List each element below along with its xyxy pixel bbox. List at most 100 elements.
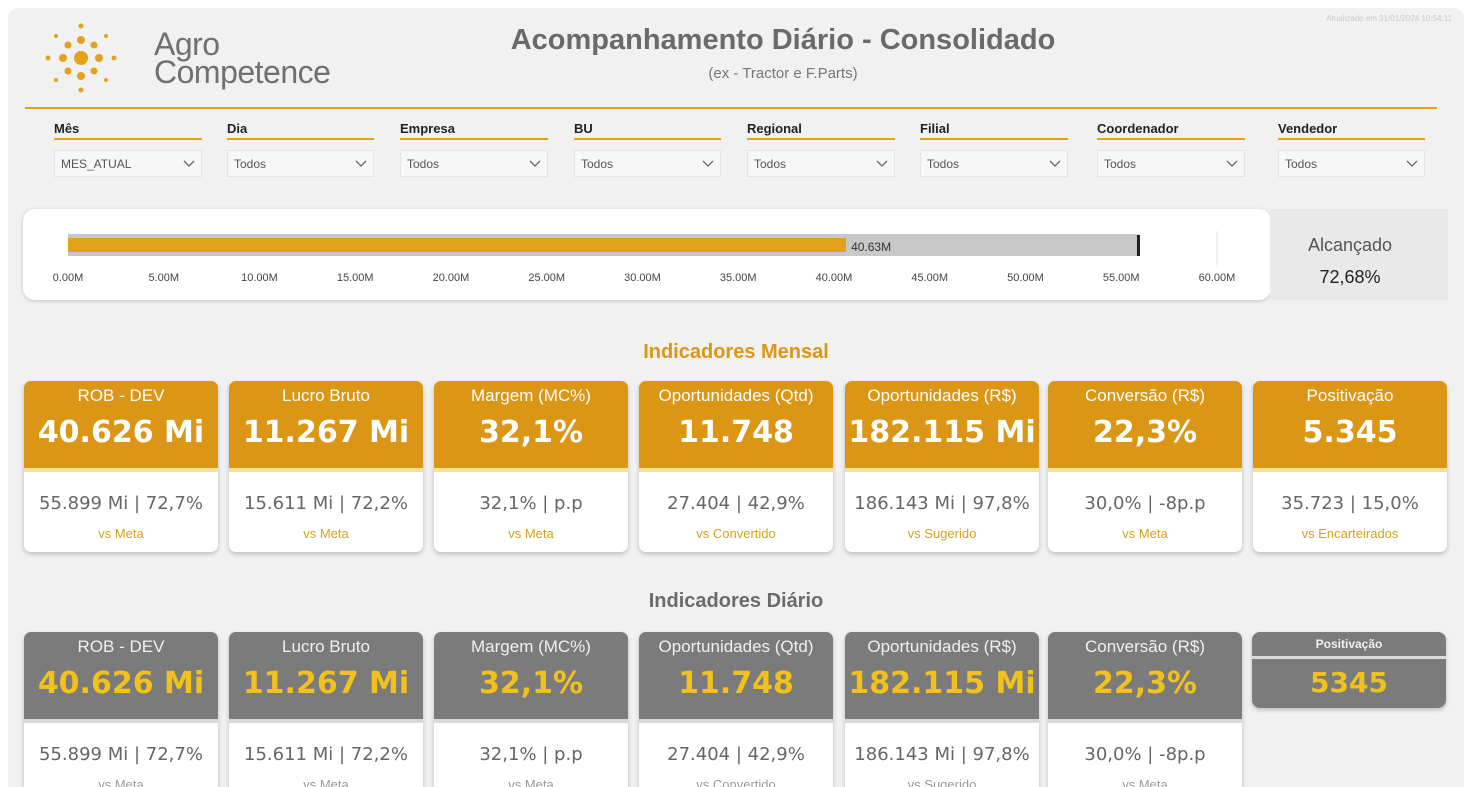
- last-updated: Atualizado em 31/01/2024 10:54:11: [1326, 14, 1452, 23]
- achieved-value: 72,68%: [1319, 267, 1381, 287]
- filter-value: Todos: [407, 157, 440, 171]
- sun-icon: [45, 23, 117, 93]
- kpi-comparison-label: vs Encarteirados: [1301, 526, 1399, 541]
- kpi-comparison-label: vs Meta: [1122, 526, 1168, 541]
- kpi-card: Positivação 5.345 35.723 | 15,0% vs Encarte…: [1253, 381, 1447, 552]
- header-divider: [25, 107, 1437, 109]
- kpi-divider: [639, 468, 833, 472]
- filter-value: Todos: [927, 157, 960, 171]
- chevron-down-icon: [529, 160, 541, 167]
- filter-dropdown-regional[interactable]: Todos: [747, 150, 895, 177]
- filter-label: Dia: [227, 121, 374, 140]
- kpi-divider: [24, 719, 218, 723]
- kpi-comparison: 32,1% | p.p: [479, 744, 583, 765]
- kpi-header: Positivação 5.345: [1253, 381, 1447, 468]
- filter-dropdown-mes[interactable]: MES_ATUAL: [54, 150, 202, 177]
- filter-dropdown-coordenador[interactable]: Todos: [1097, 150, 1245, 177]
- kpi-name: Conversão (R$): [1085, 637, 1205, 656]
- kpi-name: Positivação: [1306, 386, 1394, 405]
- kpi-comparison: 186.143 Mi | 97,8%: [854, 493, 1030, 514]
- kpi-divider: [1252, 656, 1446, 659]
- logo-line-2: Competence: [154, 54, 331, 90]
- gauge-tick-label: 25.00M: [528, 272, 565, 284]
- kpi-name: ROB - DEV: [77, 637, 165, 656]
- kpi-header: Oportunidades (Qtd) 11.748: [639, 632, 833, 719]
- kpi-comparison-label: vs Sugerido: [907, 526, 977, 541]
- gauge-tick-label: 30.00M: [624, 272, 661, 284]
- kpi-value: 32,1%: [478, 666, 584, 701]
- kpi-header: Oportunidades (Qtd) 11.748: [639, 381, 833, 468]
- report-canvas: Agro Competence Acompanhamento Diário - …: [8, 8, 1464, 787]
- kpi-value: 182.115 Mi: [848, 666, 1036, 701]
- kpi-name: Oportunidades (Qtd): [658, 386, 814, 405]
- chevron-down-icon: [1226, 160, 1238, 167]
- chevron-down-icon: [1406, 160, 1418, 167]
- gauge-value-bar: [68, 238, 847, 252]
- chevron-down-icon: [1049, 160, 1061, 167]
- filter-dropdown-empresa[interactable]: Todos: [400, 150, 548, 177]
- page-title: Acompanhamento Diário - Consolidado: [510, 24, 1056, 56]
- chevron-down-icon: [183, 160, 195, 167]
- kpi-comparison-label: vs Meta: [303, 526, 349, 541]
- filter-value: Todos: [1285, 157, 1318, 171]
- kpi-comparison-label: vs Meta: [303, 777, 349, 787]
- kpi-name: Lucro Bruto: [282, 386, 370, 405]
- gauge-tick-label: 40.00M: [816, 272, 853, 284]
- chevron-down-icon: [876, 160, 888, 167]
- kpi-comparison-label: vs Meta: [98, 526, 144, 541]
- kpi-value: 11.267 Mi: [242, 415, 410, 450]
- kpi-value: 5345: [1310, 666, 1388, 699]
- kpi-card: Oportunidades (Qtd) 11.748 27.404 | 42,9% v…: [639, 381, 833, 552]
- filter-value: Todos: [1104, 157, 1137, 171]
- kpi-divider: [639, 719, 833, 723]
- kpi-comparison: 55.899 Mi | 72,7%: [39, 744, 203, 765]
- filter-regional: Regional Todos: [747, 121, 895, 177]
- filter-label: Mês: [54, 121, 202, 140]
- kpi-comparison: 35.723 | 15,0%: [1281, 493, 1419, 514]
- kpi-value: 40.626 Mi: [37, 415, 205, 450]
- gauge-tick-label: 60.00M: [1199, 272, 1236, 284]
- kpi-value: 40.626 Mi: [37, 666, 205, 701]
- kpi-comparison-label: vs Meta: [98, 777, 144, 787]
- kpi-name: Positivação: [1315, 637, 1383, 651]
- kpi-header: ROB - DEV 40.626 Mi: [24, 632, 218, 719]
- gauge-tick-label: 45.00M: [911, 272, 948, 284]
- filter-value: Todos: [234, 157, 267, 171]
- filter-label: Coordenador: [1097, 121, 1245, 140]
- kpi-comparison-label: vs Meta: [508, 526, 554, 541]
- kpi-value: 22,3%: [1092, 666, 1198, 701]
- kpi-header: Margem (MC%) 32,1%: [434, 381, 628, 468]
- revenue-progress-bar: 40.63M 0.00M 5.00M 10.00M 15.00M 20.00M 25.00M…: [53, 231, 1236, 284]
- chevron-down-icon: [355, 160, 367, 167]
- kpi-divider: [845, 468, 1039, 472]
- kpi-comparison-label: vs Convertido: [696, 526, 776, 541]
- achieved-card: Alcançado 72,68%: [1270, 209, 1448, 300]
- gauge-tick-label: 0.00M: [53, 272, 84, 284]
- logo-line-1: Agro: [154, 26, 220, 62]
- kpi-name: Margem (MC%): [471, 637, 591, 656]
- filter-label: Filial: [920, 121, 1068, 140]
- kpi-value: 32,1%: [478, 415, 584, 450]
- gauge-tick-label: 15.00M: [337, 272, 374, 284]
- monthly-section-title: Indicadores Mensal: [643, 341, 829, 363]
- daily-positivacao-card: Positivação 5345: [1252, 632, 1446, 708]
- kpi-value: 11.748: [678, 666, 794, 701]
- filter-dropdown-dia[interactable]: Todos: [227, 150, 374, 177]
- kpi-card: ROB - DEV 40.626 Mi 55.899 Mi | 72,7% vs Me…: [24, 381, 218, 552]
- kpi-header: Lucro Bruto 11.267 Mi: [229, 632, 423, 719]
- kpi-comparison: 15.611 Mi | 72,2%: [244, 493, 408, 514]
- kpi-card: Oportunidades (Qtd) 11.748 27.404 | 42,9% v…: [639, 632, 833, 787]
- kpi-comparison: 30,0% | -8p.p: [1084, 744, 1206, 765]
- kpi-card: Lucro Bruto 11.267 Mi 15.611 Mi | 72,2% vs …: [229, 632, 423, 787]
- gauge-value-label: 40.63M: [851, 240, 891, 254]
- kpi-card: Margem (MC%) 32,1% 32,1% | p.p vs Meta: [434, 381, 628, 552]
- filter-dropdown-filial[interactable]: Todos: [920, 150, 1068, 177]
- kpi-header: ROB - DEV 40.626 Mi: [24, 381, 218, 468]
- filter-bu: BU Todos: [574, 121, 721, 177]
- filter-value: Todos: [581, 157, 614, 171]
- kpi-comparison: 32,1% | p.p: [479, 493, 583, 514]
- filter-dropdown-bu[interactable]: Todos: [574, 150, 721, 177]
- filter-label: Vendedor: [1278, 121, 1425, 140]
- kpi-card: Conversão (R$) 22,3% 30,0% | -8p.p vs Meta: [1048, 632, 1242, 787]
- filter-dropdown-vendedor[interactable]: Todos: [1278, 150, 1425, 177]
